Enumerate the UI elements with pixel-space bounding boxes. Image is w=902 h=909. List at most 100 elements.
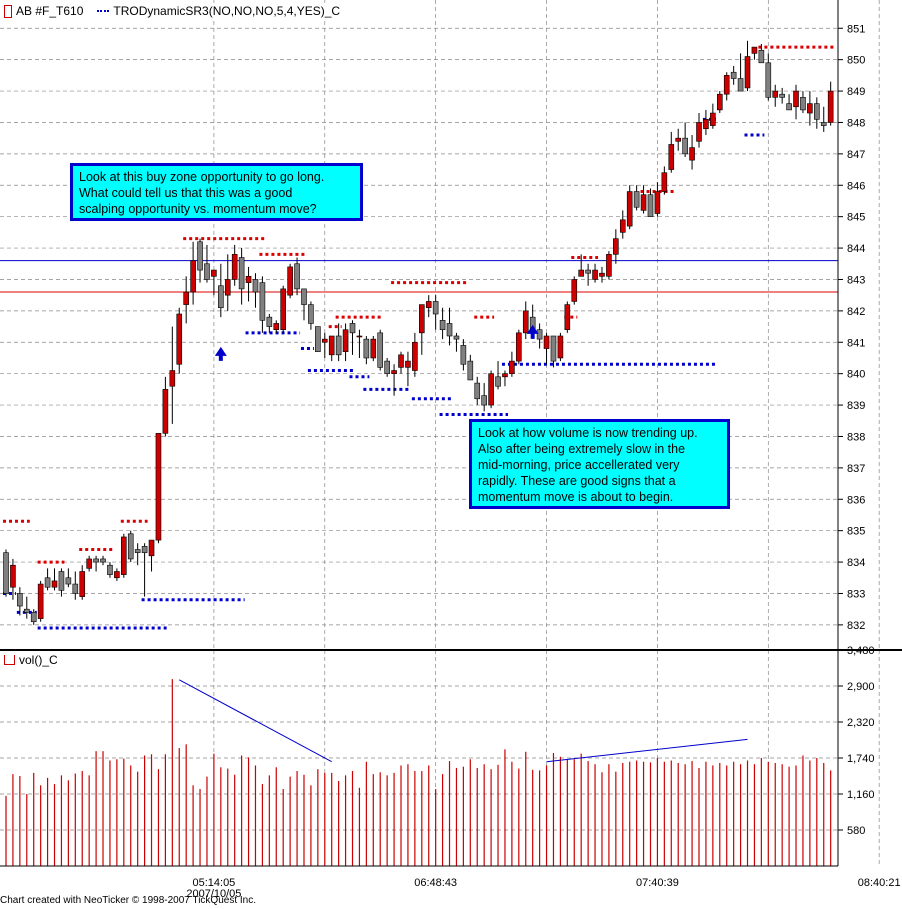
candle-body — [127, 533, 134, 560]
candle-body — [280, 288, 287, 331]
price-grid — [0, 0, 880, 866]
candle-body — [585, 269, 591, 274]
candle-body — [675, 137, 682, 142]
candle — [516, 329, 522, 365]
candle — [301, 288, 307, 321]
candle-body — [488, 373, 494, 406]
candle-body — [259, 282, 266, 321]
candle — [578, 254, 584, 277]
candle — [682, 122, 688, 158]
candle-body — [114, 571, 120, 579]
candle — [17, 587, 23, 616]
candle — [626, 185, 633, 230]
candle — [349, 320, 356, 355]
candle-body — [793, 90, 799, 108]
candle-body — [169, 370, 176, 387]
candle — [710, 103, 716, 129]
candle — [550, 335, 557, 368]
candle-body — [287, 266, 293, 296]
candle — [315, 326, 321, 352]
candle-body — [162, 389, 169, 434]
candle-body — [730, 71, 737, 79]
volume-trend-callout: Look at how volume is now trending up. A… — [469, 419, 730, 509]
candle-body — [626, 191, 633, 227]
volume-bars — [5, 679, 832, 866]
candle — [65, 568, 72, 588]
candle-body — [606, 254, 612, 277]
candle — [204, 244, 210, 283]
up-arrow-icon — [214, 346, 227, 361]
candle-body — [384, 360, 390, 374]
candle — [134, 543, 141, 566]
candle — [121, 533, 127, 578]
candle-body — [51, 580, 58, 588]
candle — [606, 251, 612, 280]
candle-body — [363, 338, 370, 359]
candle-body — [633, 191, 640, 208]
candle-body — [370, 338, 377, 359]
price-tick-label: 851 — [847, 23, 865, 35]
candle-body — [640, 194, 647, 211]
candle — [328, 335, 335, 362]
volume-tick-label: 580 — [847, 825, 865, 837]
candle-body — [827, 90, 834, 123]
candle — [585, 263, 591, 286]
volume-legend-icon — [4, 655, 15, 665]
candle-body — [391, 370, 397, 374]
candle-body — [252, 279, 259, 293]
candle — [72, 571, 79, 600]
candle-body — [245, 276, 252, 283]
candle-body — [502, 373, 508, 378]
candle — [100, 555, 106, 566]
volume-legend: vol()_C — [2, 652, 60, 668]
candle — [418, 304, 425, 355]
candle — [772, 84, 779, 107]
candle-body — [405, 360, 411, 368]
candle — [287, 263, 293, 299]
candle-body — [335, 335, 342, 356]
candle — [716, 91, 723, 114]
indicator-label: TRODynamicSR3(NO,NO,NO,5,4,YES)_C — [113, 4, 341, 18]
candle — [321, 332, 328, 358]
candle-body — [197, 241, 203, 271]
price-tick-label: 838 — [847, 431, 865, 443]
price-tick-label: 843 — [847, 274, 865, 286]
candle-body — [349, 323, 356, 334]
candle-body — [751, 46, 758, 54]
candle-body — [356, 335, 363, 338]
candle-body — [820, 122, 827, 126]
candle — [827, 81, 834, 126]
candle-body — [446, 323, 453, 337]
candle — [190, 241, 196, 305]
candle-body — [543, 335, 550, 349]
candle-body — [418, 304, 425, 334]
candle-body — [647, 194, 654, 217]
candle-body — [723, 75, 730, 95]
candle-body — [522, 310, 529, 334]
candle — [647, 188, 654, 217]
candle — [224, 254, 231, 311]
candle-body — [294, 263, 300, 290]
candle-body — [467, 360, 474, 381]
candle — [696, 113, 702, 148]
candle-body — [710, 112, 716, 126]
candle-body — [58, 571, 65, 591]
candle-body — [377, 332, 384, 368]
candle-body — [44, 577, 51, 588]
price-tick-label: 848 — [847, 117, 865, 129]
candle-body — [474, 382, 481, 400]
candle — [218, 263, 224, 318]
candle — [259, 276, 266, 333]
candle-body — [134, 549, 141, 553]
candle — [273, 320, 280, 333]
candle — [467, 354, 474, 381]
volume-label: vol()_C — [19, 653, 58, 667]
price-tick-label: 844 — [847, 243, 865, 255]
candle-body — [571, 279, 578, 302]
price-tick-label: 845 — [847, 212, 865, 224]
candle — [446, 307, 453, 346]
candle — [79, 565, 86, 600]
candle — [758, 43, 765, 64]
candle — [599, 266, 605, 283]
candle-body — [425, 301, 432, 309]
